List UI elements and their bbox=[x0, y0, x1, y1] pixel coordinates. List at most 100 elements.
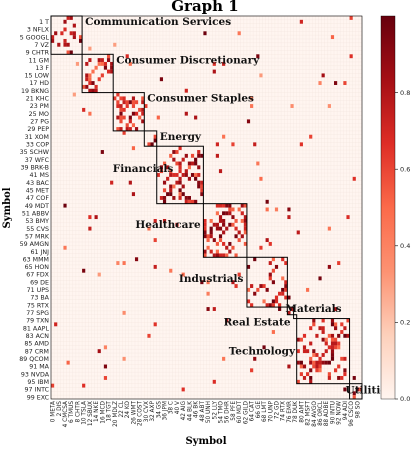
heatmap-cell bbox=[321, 318, 325, 323]
heatmap-cell bbox=[334, 307, 338, 311]
heatmap-cell bbox=[312, 360, 316, 365]
heatmap-cell bbox=[116, 127, 120, 131]
y-tick-label: 61 JNJ bbox=[31, 249, 50, 256]
sector-label: Energy bbox=[160, 131, 202, 143]
heatmap-cell bbox=[225, 211, 229, 216]
heatmap-cell bbox=[166, 176, 170, 181]
x-tick-label: 0 META bbox=[51, 401, 57, 422]
heatmap-cell bbox=[103, 364, 108, 369]
x-tick-label: 40 V bbox=[175, 401, 181, 414]
y-tick-label: 67 FDX bbox=[26, 272, 49, 279]
heatmap-cell bbox=[265, 207, 269, 212]
heatmap-cell bbox=[231, 280, 235, 285]
heatmap-cell bbox=[334, 326, 338, 331]
heatmap-cell bbox=[162, 199, 167, 204]
heatmap-cell bbox=[125, 100, 129, 105]
heatmap-cell bbox=[122, 100, 126, 105]
heatmap-cell bbox=[94, 88, 98, 93]
y-tick-label: 93 NVDA bbox=[21, 371, 50, 378]
x-tick-label: 66 GE bbox=[256, 401, 262, 419]
y-tick-label: 69 DE bbox=[30, 279, 49, 286]
heatmap-cell bbox=[131, 192, 136, 197]
heatmap-cell bbox=[190, 173, 195, 177]
heatmap-cell bbox=[78, 35, 83, 40]
heatmap-cell bbox=[169, 184, 173, 189]
heatmap-cell bbox=[334, 368, 338, 373]
heatmap-cell bbox=[110, 180, 114, 185]
heatmap-cell bbox=[51, 35, 55, 40]
heatmap-cell bbox=[262, 299, 266, 304]
heatmap-cell bbox=[299, 337, 303, 342]
heatmap-cell bbox=[296, 379, 300, 384]
heatmap-cell bbox=[327, 376, 331, 380]
y-tick-label: 29 PEP bbox=[27, 126, 49, 133]
heatmap-cell bbox=[321, 73, 325, 78]
heatmap-cell bbox=[75, 61, 80, 66]
heatmap-cell bbox=[82, 268, 86, 273]
heatmap-cell bbox=[299, 372, 303, 377]
heatmap-cell bbox=[131, 104, 136, 108]
heatmap-cell bbox=[153, 322, 157, 327]
heatmap-cell bbox=[184, 153, 188, 158]
heatmap-cell bbox=[184, 199, 188, 204]
x-tick-label: 74 RTX bbox=[281, 401, 287, 421]
x-tick-label: 42 AIG bbox=[181, 400, 187, 420]
y-tick-label: 85 AMD bbox=[24, 341, 49, 348]
heatmap-cell bbox=[66, 360, 70, 365]
heatmap-cell bbox=[306, 287, 310, 292]
heatmap-cell bbox=[218, 218, 223, 223]
heatmap-cell bbox=[271, 299, 275, 304]
heatmap-cell bbox=[203, 230, 207, 235]
heatmap-cell bbox=[343, 326, 347, 331]
heatmap-cell bbox=[162, 188, 167, 193]
heatmap-cell bbox=[169, 192, 173, 197]
heatmap-cell bbox=[153, 218, 157, 223]
x-tick-label: 86 ORCL bbox=[318, 400, 324, 426]
heatmap-cell bbox=[246, 264, 251, 269]
heatmap-cell bbox=[318, 360, 322, 365]
heatmap-cell bbox=[309, 368, 313, 373]
heatmap-cell bbox=[274, 264, 279, 269]
heatmap-cell bbox=[88, 81, 92, 85]
heatmap-cell bbox=[231, 207, 235, 212]
heatmap-cell bbox=[250, 96, 254, 101]
heatmap-cell bbox=[309, 326, 313, 331]
heatmap-cell bbox=[159, 165, 164, 170]
heatmap-cell bbox=[250, 368, 254, 373]
y-tick-label: 57 MRK bbox=[25, 233, 50, 240]
y-tick-label: 37 WFC bbox=[25, 157, 50, 164]
heatmap-cell bbox=[122, 96, 126, 101]
heatmap-cell bbox=[116, 115, 120, 120]
heatmap-cell bbox=[94, 84, 98, 89]
y-tick-label: 11 GM bbox=[29, 57, 49, 64]
heatmap-cell bbox=[97, 77, 101, 82]
heatmap-cell bbox=[141, 96, 145, 101]
y-tick-label: 45 MET bbox=[26, 187, 49, 194]
x-tick-label: 28 COST bbox=[138, 401, 144, 427]
heatmap-cell bbox=[256, 161, 260, 166]
y-tick-label: 17 HD bbox=[29, 80, 49, 87]
sector-label: Materials bbox=[285, 303, 341, 315]
heatmap-cell bbox=[234, 218, 238, 223]
sector-block bbox=[293, 314, 298, 320]
heatmap-cell bbox=[240, 211, 244, 216]
heatmap-cell bbox=[253, 356, 257, 361]
heatmap-cell bbox=[88, 46, 92, 51]
heatmap-cell bbox=[246, 119, 251, 124]
heatmap-cell bbox=[284, 261, 288, 265]
heatmap-cell bbox=[274, 207, 279, 212]
heatmap-cell bbox=[88, 73, 92, 78]
x-tick-label: 90 INTU bbox=[330, 401, 336, 424]
heatmap-cell bbox=[343, 356, 347, 361]
sector-label: Consumer Discretionary bbox=[116, 54, 260, 66]
heatmap-cell bbox=[200, 180, 204, 185]
heatmap-cell bbox=[141, 107, 145, 112]
sector-block bbox=[246, 256, 288, 308]
heatmap-cell bbox=[159, 77, 164, 82]
heatmap-cell bbox=[268, 272, 272, 277]
heatmap-cell bbox=[72, 31, 76, 36]
heatmap-cell bbox=[181, 272, 185, 277]
heatmap-cell bbox=[51, 38, 55, 43]
y-tick-label: 75 RTX bbox=[27, 302, 50, 309]
